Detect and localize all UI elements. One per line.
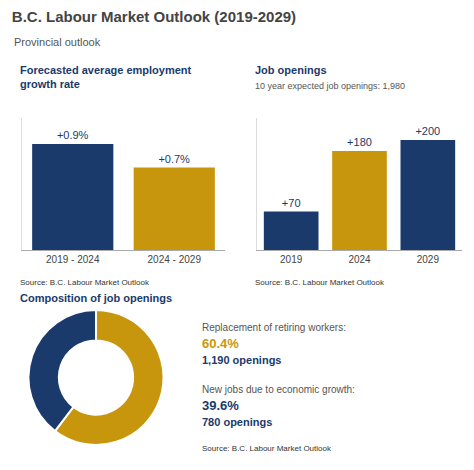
svg-text:Source: B.C. Labour Market Out: Source: B.C. Labour Market Outlook	[202, 444, 332, 453]
svg-text:New jobs due to economic growt: New jobs due to economic growth:	[202, 384, 355, 395]
svg-text:+180: +180	[347, 136, 372, 148]
svg-text:10 year expected job openings:: 10 year expected job openings: 1,980	[255, 81, 405, 91]
svg-text:+200: +200	[415, 125, 440, 137]
svg-text:2024 - 2029: 2024 - 2029	[148, 254, 202, 265]
svg-text:2024: 2024	[348, 254, 371, 265]
svg-text:Forecasted average employmentg: Forecasted average employmentgrowth rate	[20, 64, 192, 90]
svg-text:Composition of job openings: Composition of job openings	[20, 292, 172, 304]
svg-text:Replacement of retiring worker: Replacement of retiring workers:	[202, 322, 346, 333]
svg-text:2019 - 2024: 2019 - 2024	[46, 254, 100, 265]
svg-text:1,190 openings: 1,190 openings	[202, 354, 281, 366]
svg-text:780 openings: 780 openings	[202, 416, 272, 428]
svg-text:Source: B.C. Labour Market Out: Source: B.C. Labour Market Outlook	[255, 278, 385, 287]
svg-text:Job openings: Job openings	[255, 64, 327, 76]
svg-text:B.C. Labour Market Outlook (20: B.C. Labour Market Outlook (2019-2029)	[12, 8, 296, 25]
svg-text:60.4%: 60.4%	[202, 336, 239, 351]
svg-text:2019: 2019	[280, 254, 303, 265]
svg-text:2029: 2029	[417, 254, 440, 265]
svg-text:Source: B.C. Labour Market Out: Source: B.C. Labour Market Outlook	[20, 278, 150, 287]
svg-text:Provincial outlook: Provincial outlook	[14, 36, 101, 48]
svg-text:+70: +70	[282, 197, 301, 209]
svg-text:+0.7%: +0.7%	[158, 153, 190, 165]
svg-text:39.6%: 39.6%	[202, 398, 239, 413]
svg-text:+0.9%: +0.9%	[57, 129, 89, 141]
